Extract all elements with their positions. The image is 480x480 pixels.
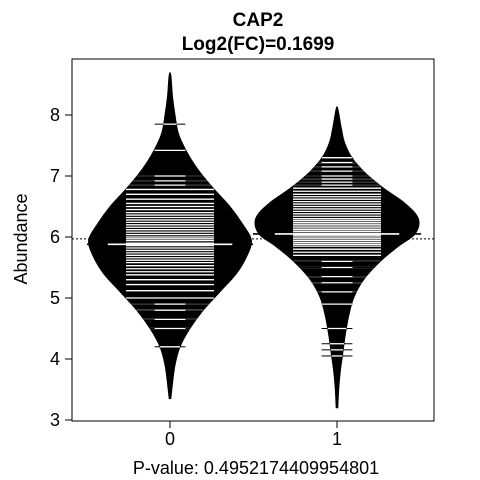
chart-title: CAP2 [233,10,284,31]
y-tick-label-4: 4 [50,349,60,369]
chart-subtitle: Log2(FC)=0.1699 [182,34,335,55]
y-tick-label-8: 8 [50,105,60,125]
bean-shape-1 [254,106,420,409]
y-tick-label-6: 6 [50,227,60,247]
y-tick-label-7: 7 [50,166,60,186]
x-tick-label-1: 1 [332,429,342,449]
bean-shape-0 [88,72,252,400]
y-axis-label: Abundance [11,193,31,284]
plot-frame [71,58,435,422]
x-tick-label-0: 0 [165,429,175,449]
y-tick-label-3: 3 [50,410,60,430]
y-tick-label-5: 5 [50,288,60,308]
x-axis-label: P-value: 0.4952174409954801 [133,458,379,478]
plot-area: 3 4 5 6 7 8 0 1 [50,72,434,449]
